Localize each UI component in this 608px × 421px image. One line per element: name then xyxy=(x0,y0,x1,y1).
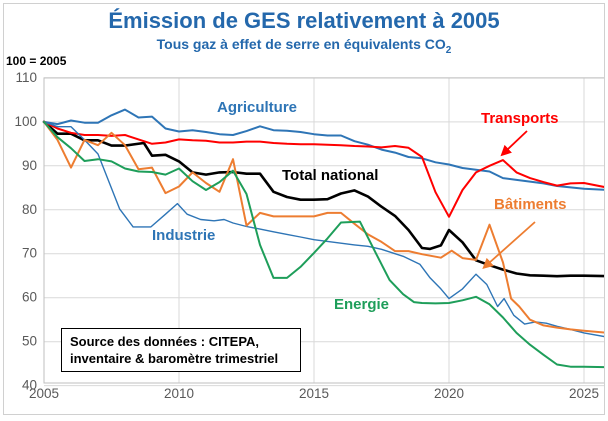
svg-text:70: 70 xyxy=(22,246,37,261)
svg-text:80: 80 xyxy=(22,202,37,217)
svg-text:60: 60 xyxy=(22,290,37,305)
svg-text:90: 90 xyxy=(22,158,37,173)
svg-text:50: 50 xyxy=(22,334,37,349)
svg-text:2010: 2010 xyxy=(164,386,194,401)
svg-text:2005: 2005 xyxy=(29,386,59,401)
svg-text:2020: 2020 xyxy=(434,386,464,401)
svg-text:2015: 2015 xyxy=(299,386,329,401)
svg-text:110: 110 xyxy=(15,70,37,85)
svg-text:2025: 2025 xyxy=(569,386,599,401)
svg-text:100: 100 xyxy=(14,114,37,129)
